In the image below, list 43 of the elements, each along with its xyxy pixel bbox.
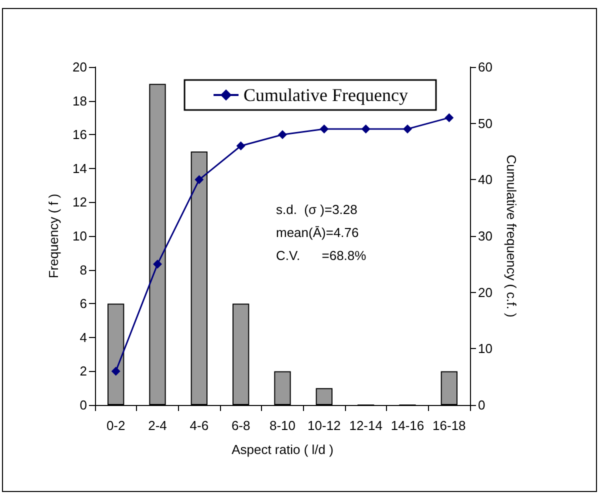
point [153,260,162,269]
point [361,124,370,134]
y-tick-label: 10 [72,228,87,244]
y-tick-label: 12 [72,194,87,210]
annotation: C.V. =68.8% [276,248,367,263]
y-tick-label: 16 [72,127,87,142]
x-tick-label: 8-10 [269,418,296,433]
legend-label: Cumulative Frequency [244,85,408,105]
point [236,141,246,150]
y-tick-label: 4 [80,330,87,345]
x-tick-label: 14-16 [390,418,424,433]
x-tick-label: 2-4 [148,418,167,433]
annotation: mean(Ā)=4.76 [276,225,359,240]
x-tick-label: 10-12 [308,418,341,433]
y2-axis-title: Cumulative frequency ( c.f. ) [504,154,519,318]
y2-tick-label: 40 [478,172,492,188]
point [278,130,287,140]
x-tick-label: 0-2 [106,418,126,433]
point [403,124,412,134]
annotation: s.d. (σ )=3.28 [276,202,358,217]
point [444,113,454,122]
x-tick-label: 6-8 [231,418,250,433]
x-tick-label: 16-18 [432,418,466,433]
y2-tick-label: 60 [478,60,492,74]
y2-tick-label: 20 [478,284,492,300]
y2-tick-label: 0 [478,398,486,412]
x-axis-title: Aspect ratio ( l/d ) [232,442,334,457]
x-tick-label: 4-6 [190,418,209,433]
y-tick-label: 2 [80,364,87,379]
y-tick-label: 18 [72,93,87,108]
y2-tick-label: 50 [478,116,492,131]
y-tick-label: 20 [72,60,87,74]
y2-tick-label: 30 [478,228,492,244]
y-tick-label: 0 [80,398,87,412]
y-tick-label: 14 [72,160,87,176]
point [320,124,329,134]
y-tick-label: 6 [80,296,87,312]
x-tick-label: 12-14 [349,418,382,433]
y2-tick-label: 10 [478,341,492,356]
y-axis-title: Frequency ( f ) [46,194,61,278]
point [111,366,120,376]
y-tick-label: 8 [80,262,87,278]
point [194,175,204,184]
